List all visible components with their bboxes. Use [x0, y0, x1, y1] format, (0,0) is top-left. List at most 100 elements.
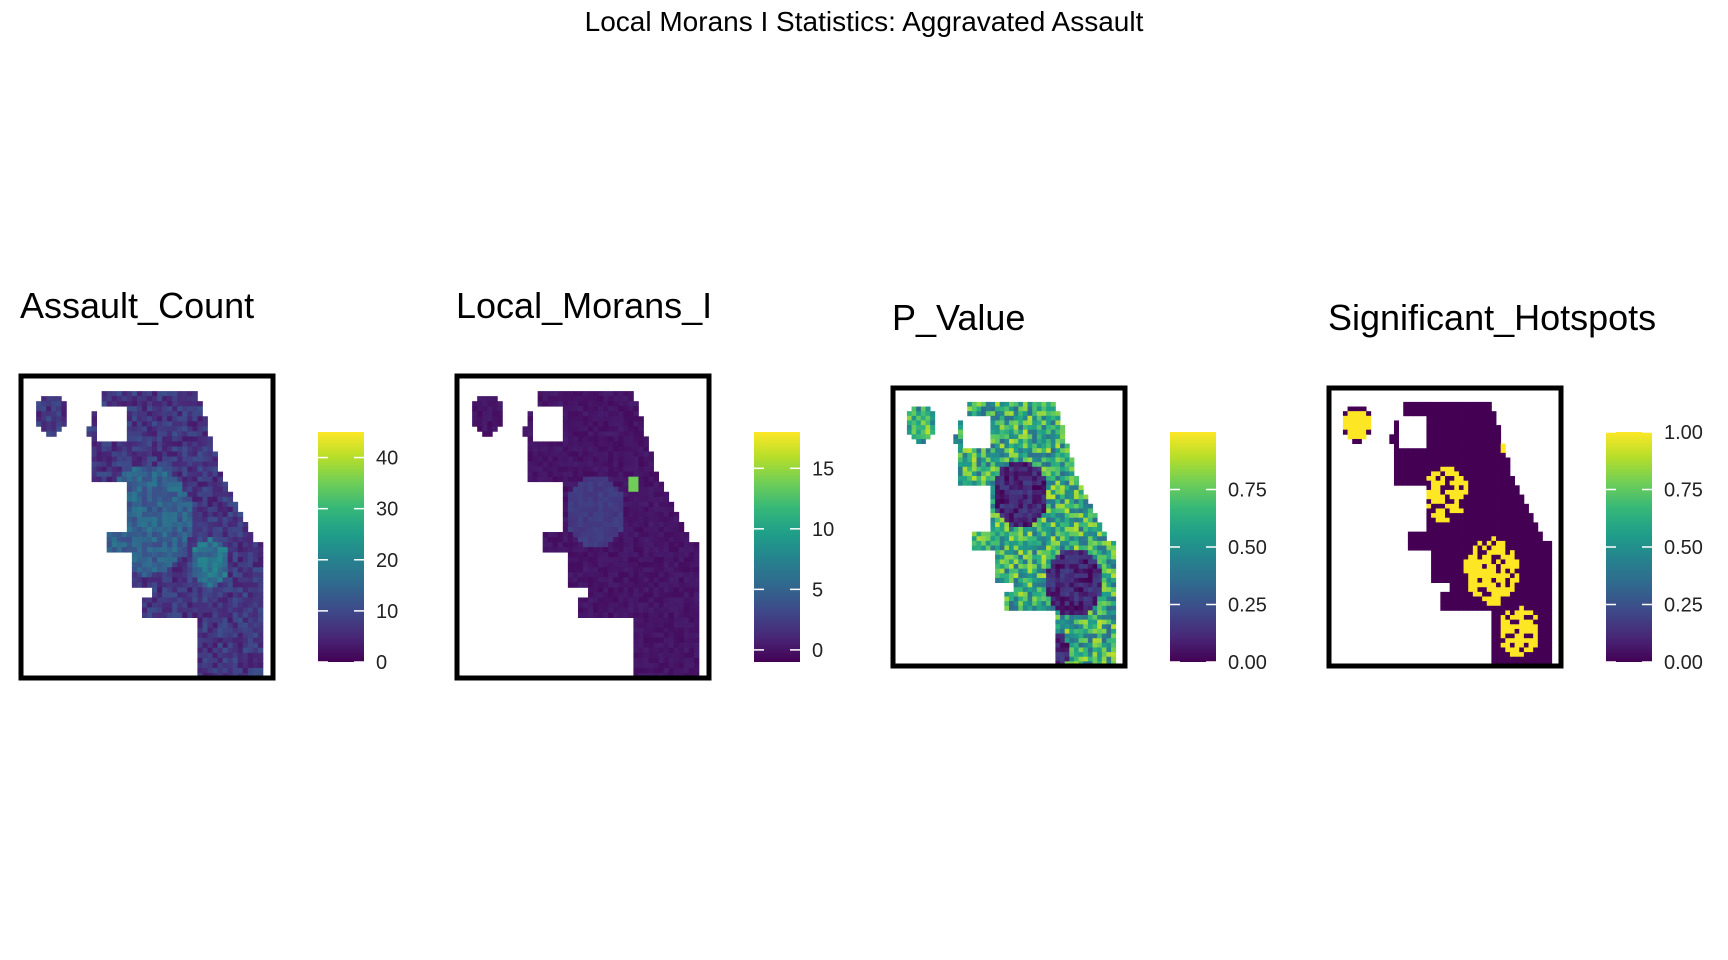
map-cell: [976, 466, 982, 472]
map-cell: [527, 411, 533, 417]
map-cell: [136, 436, 143, 442]
map-cell: [51, 421, 57, 427]
map-cell: [999, 540, 1005, 546]
map-cell: [177, 607, 183, 613]
map-cell: [1468, 471, 1474, 477]
map-cell: [1435, 554, 1441, 560]
map-cell: [1078, 601, 1084, 607]
map-cell: [237, 657, 244, 664]
map-cell: [1463, 457, 1469, 463]
map-cell: [1060, 462, 1066, 468]
map-cell: [1440, 429, 1446, 435]
map-cell: [157, 496, 163, 503]
map-cell: [237, 602, 244, 608]
map-cell: [593, 521, 599, 528]
map-cell: [136, 542, 143, 548]
map-cell: [136, 516, 143, 523]
map-cell: [1468, 411, 1474, 417]
map-cell: [1486, 476, 1492, 482]
map-cell: [1036, 494, 1042, 500]
map-cell: [1505, 656, 1511, 662]
map-cell: [995, 476, 1001, 482]
map-cell: [157, 491, 163, 498]
map-cell: [658, 632, 665, 639]
map-cell: [999, 462, 1005, 468]
map-cell: [1486, 406, 1492, 412]
map-cell: [1435, 559, 1441, 565]
map-cell: [593, 466, 599, 473]
map-cell: [126, 496, 133, 503]
map-cell: [202, 527, 208, 533]
map-cell: [1050, 573, 1056, 579]
map-cell: [1022, 513, 1028, 519]
map-cell: [1509, 610, 1515, 616]
map-cell: [633, 411, 639, 417]
map-cell: [583, 396, 589, 402]
map-cell: [658, 617, 665, 624]
map-cell: [598, 597, 604, 603]
map-cell: [1435, 573, 1441, 579]
map-cell: [46, 406, 52, 412]
map-cell: [1022, 559, 1028, 565]
map-cell: [663, 562, 670, 568]
map-cell: [1046, 471, 1052, 477]
map-cell: [995, 527, 1001, 533]
map-cell: [96, 471, 103, 478]
map-cell: [1482, 531, 1488, 537]
map-cell: [1440, 448, 1446, 454]
map-cell: [957, 425, 963, 431]
map-cell: [167, 491, 173, 498]
map-cell: [1482, 601, 1488, 607]
map-cell: [542, 451, 549, 457]
map-cell: [1004, 401, 1010, 407]
map-cell: [232, 562, 239, 568]
map-cell: [1435, 480, 1441, 486]
map-cell: [1046, 489, 1052, 495]
map-cell: [1064, 462, 1070, 468]
map-cell: [588, 577, 594, 583]
map-cell: [207, 521, 213, 528]
map-cell: [202, 491, 208, 498]
map-cell: [177, 612, 183, 618]
map-cell: [1004, 425, 1010, 431]
map-cell: [212, 652, 218, 659]
map-cell: [608, 582, 614, 588]
map-cell: [1018, 573, 1024, 579]
map-cell: [1454, 545, 1460, 551]
map-cell: [547, 441, 554, 447]
map-cell: [1458, 443, 1464, 449]
map-cell: [172, 537, 178, 543]
map-cell: [1496, 633, 1502, 639]
map-cell: [1111, 615, 1117, 621]
map-cell: [999, 457, 1005, 463]
map-cell: [1097, 540, 1103, 546]
map-cell: [237, 662, 244, 669]
map-cell: [653, 612, 659, 618]
map-cell: [648, 647, 654, 654]
map-cell: [608, 516, 614, 523]
map-cell: [1496, 577, 1502, 583]
map-cell: [207, 547, 213, 553]
map-cell: [638, 582, 644, 588]
map-cell: [1004, 527, 1010, 533]
map-cell: [1445, 564, 1451, 570]
map-cell: [1449, 582, 1455, 588]
map-cell: [638, 652, 644, 659]
map-cell: [1468, 476, 1474, 482]
map-cell: [202, 441, 208, 447]
map-cell: [1046, 564, 1052, 570]
map-cell: [1403, 471, 1409, 477]
map-cell: [623, 572, 629, 578]
map-cell: [1449, 476, 1455, 482]
map-cell: [126, 532, 133, 538]
map-cell: [1060, 540, 1066, 546]
map-cell: [1046, 573, 1052, 579]
map-cell: [1514, 628, 1520, 634]
map-cell: [643, 607, 649, 613]
map-cell: [252, 662, 259, 669]
map-cell: [999, 573, 1005, 579]
map-cell: [593, 602, 599, 608]
map-cell: [1087, 582, 1093, 588]
map-cell: [1528, 656, 1534, 662]
map-cell: [91, 436, 97, 442]
